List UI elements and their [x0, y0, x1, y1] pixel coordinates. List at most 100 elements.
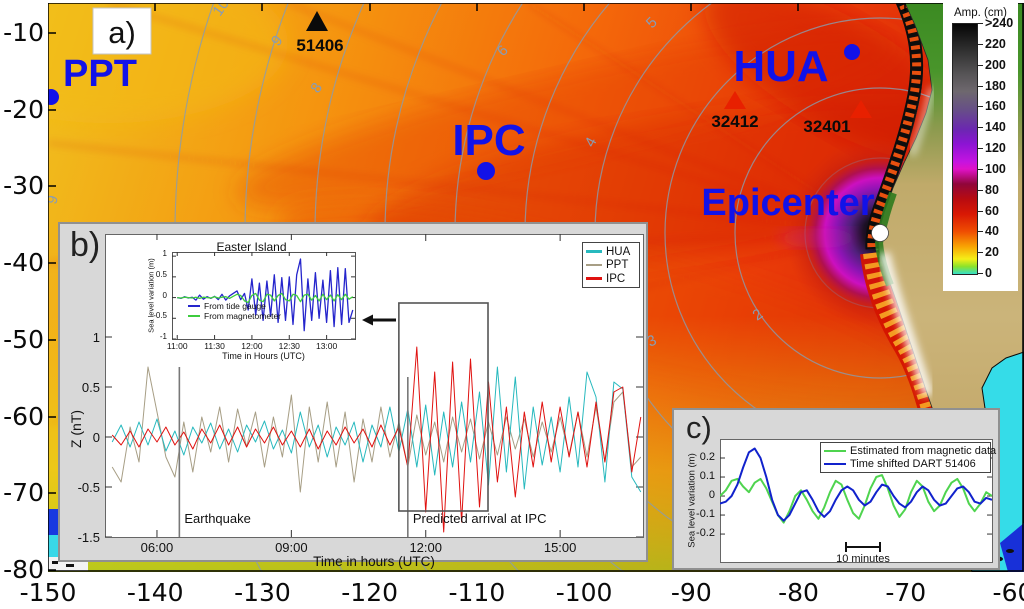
legend-entry: From magnetometer: [188, 311, 294, 321]
chart-ytick-label: 1: [92, 330, 100, 345]
legend-label: IPC: [606, 272, 626, 285]
x-axis-tick-label: -140: [126, 578, 184, 607]
panel-b-label: b): [70, 226, 101, 264]
chart-ytick-label: -1.5: [77, 530, 100, 545]
chart-ytick-label: -0.2: [696, 527, 715, 540]
epicenter-marker: [871, 224, 889, 242]
legend-entry: IPC: [586, 273, 636, 285]
colorbar-tick-mark: [978, 168, 983, 170]
x-axis-tick-label: -110: [448, 578, 506, 607]
annotation-label: Earthquake: [184, 511, 251, 526]
legend-label: HUA: [606, 245, 631, 258]
x-axis-tick-label: -120: [341, 578, 399, 607]
legend-label: PPT: [606, 259, 629, 271]
colorbar-tick-mark: [978, 23, 983, 24]
rupture-grid-north: [865, 3, 924, 250]
x-axis-tick-label: -150: [19, 578, 77, 607]
series-time-shifted-dart-51406: [720, 447, 992, 522]
rupture-grid-south: [860, 251, 946, 427]
dart-triangle-32412: [724, 91, 746, 109]
x-axis-tick-label: -90: [670, 578, 712, 607]
y-axis-tick-label: -40: [3, 248, 44, 278]
chart-xtick-label: 12:00: [241, 341, 263, 351]
b-xlabel: Time in hours (UTC): [313, 554, 435, 569]
chart-ytick-label: 0: [708, 489, 715, 502]
chart-ytick-label: -0.5: [153, 311, 167, 321]
easter-xlabel: Time in Hours (UTC): [222, 351, 305, 361]
legend-entry: From tide gauge: [188, 301, 294, 311]
colorbar-tick-label: 20: [985, 245, 999, 260]
easter-legend: From tide gauge From magnetometer: [185, 300, 297, 322]
annotation-label: Predicted arrival at IPC: [413, 511, 547, 526]
legend-swatch: [824, 462, 846, 466]
easter-ytick-labels: 1 0.5 0 -0.5 -1: [144, 249, 169, 341]
colorbar-tick-mark: [978, 85, 983, 87]
series-ppt: [111, 366, 642, 493]
chart-xtick-label: 06:00: [140, 540, 174, 555]
legend-entry: Time shifted DART 51406: [824, 458, 987, 470]
arrow-to-easter-inset: [362, 314, 396, 326]
legend-entry: Estimated from magnetic data: [824, 445, 996, 457]
x-axis-tick-label: -130: [234, 578, 291, 607]
x-axis-tick-label: -100: [555, 578, 613, 607]
easter-xtick-labels: 11:00 11:30 12:00 12:30 13:00: [167, 341, 355, 351]
x-axis-tick-label: -60: [992, 578, 1024, 607]
colorbar-tick-mark: [978, 106, 983, 108]
chart-xtick-label: 13:00: [315, 341, 338, 351]
map-axis-ticks: [48, 3, 906, 571]
c-chart: 10 minutes: [720, 447, 992, 562]
legend-swatch: [586, 263, 602, 267]
panel-a-label: a): [108, 15, 136, 50]
andes-snow: [878, 251, 934, 397]
y-axis-tick-label: -80: [3, 554, 44, 584]
colorbar-tick-label: 0: [985, 266, 992, 280]
colorbar-title: Amp. (cm): [953, 7, 1008, 19]
station-dot-ipc: [477, 162, 495, 180]
b-xtick-labels: 06:00 09:00 12:00 15:00: [105, 540, 643, 555]
label-ipc: IPC: [452, 116, 525, 165]
colorbar-tick-label: >240: [985, 16, 1014, 30]
colorbar-tick-label: 200: [985, 57, 1006, 72]
colorbar-tick-label: 100: [985, 161, 1006, 176]
chart-ytick-label: -1: [159, 332, 167, 341]
chart-ytick-label: -0.5: [77, 480, 100, 495]
colorbar-tick-label: 220: [985, 36, 1006, 51]
y-axis-tick-label: -10: [3, 18, 44, 47]
chart-ytick-label: 0.5: [155, 269, 167, 279]
colorbar-tick-label: 60: [985, 203, 999, 218]
chart-ytick-label: 0: [92, 430, 100, 445]
b-ytick-labels: 1 0.5 0 -0.5 -1.5: [62, 234, 102, 545]
chart-ytick-label: 1: [162, 249, 167, 259]
station-dot-ppt: [48, 89, 59, 105]
panel-c: c) Sea level variation (m) 10 minutes 0.…: [672, 408, 1000, 570]
chart-ytick-label: 0.2: [699, 451, 715, 463]
chart-xtick-label: 11:30: [204, 341, 225, 351]
colorbar-tick-mark: [978, 210, 983, 212]
series-estimated-from-magnetic-data: [720, 474, 992, 524]
chart-ytick-label: -0.1: [696, 508, 715, 521]
chart-ytick-label: 0: [162, 290, 167, 300]
legend-swatch: [188, 304, 200, 308]
map-frame: [48, 3, 1024, 572]
y-axis-tick-label: -30: [3, 171, 44, 201]
colorbar-tick-mark: [978, 189, 983, 191]
chart-xtick-label: 09:00: [275, 540, 308, 555]
x-axis-tick-label: -70: [885, 578, 927, 607]
chart-xtick-label: 15:00: [543, 540, 577, 555]
c-legend: Estimated from magnetic data Time shifted…: [820, 442, 996, 473]
scalebar-label: 10 minutes: [836, 553, 890, 562]
legend-swatch: [586, 277, 602, 280]
colorbar-tick-label: 40: [985, 224, 999, 239]
chart-ytick-label: 0.1: [699, 470, 715, 483]
legend-label: Time shifted DART 51406: [850, 458, 976, 470]
easter-title: Easter Island: [216, 240, 287, 254]
station-dot-hua: [844, 44, 860, 60]
legend-label: From magnetometer: [204, 311, 281, 321]
b-legend: HUA PPT IPC: [582, 242, 640, 288]
series-ipc: [111, 346, 642, 533]
label-dart-32412: 32412: [711, 112, 758, 131]
colorbar-tick-mark: [978, 273, 983, 274]
colorbar-tick-mark: [978, 64, 983, 66]
